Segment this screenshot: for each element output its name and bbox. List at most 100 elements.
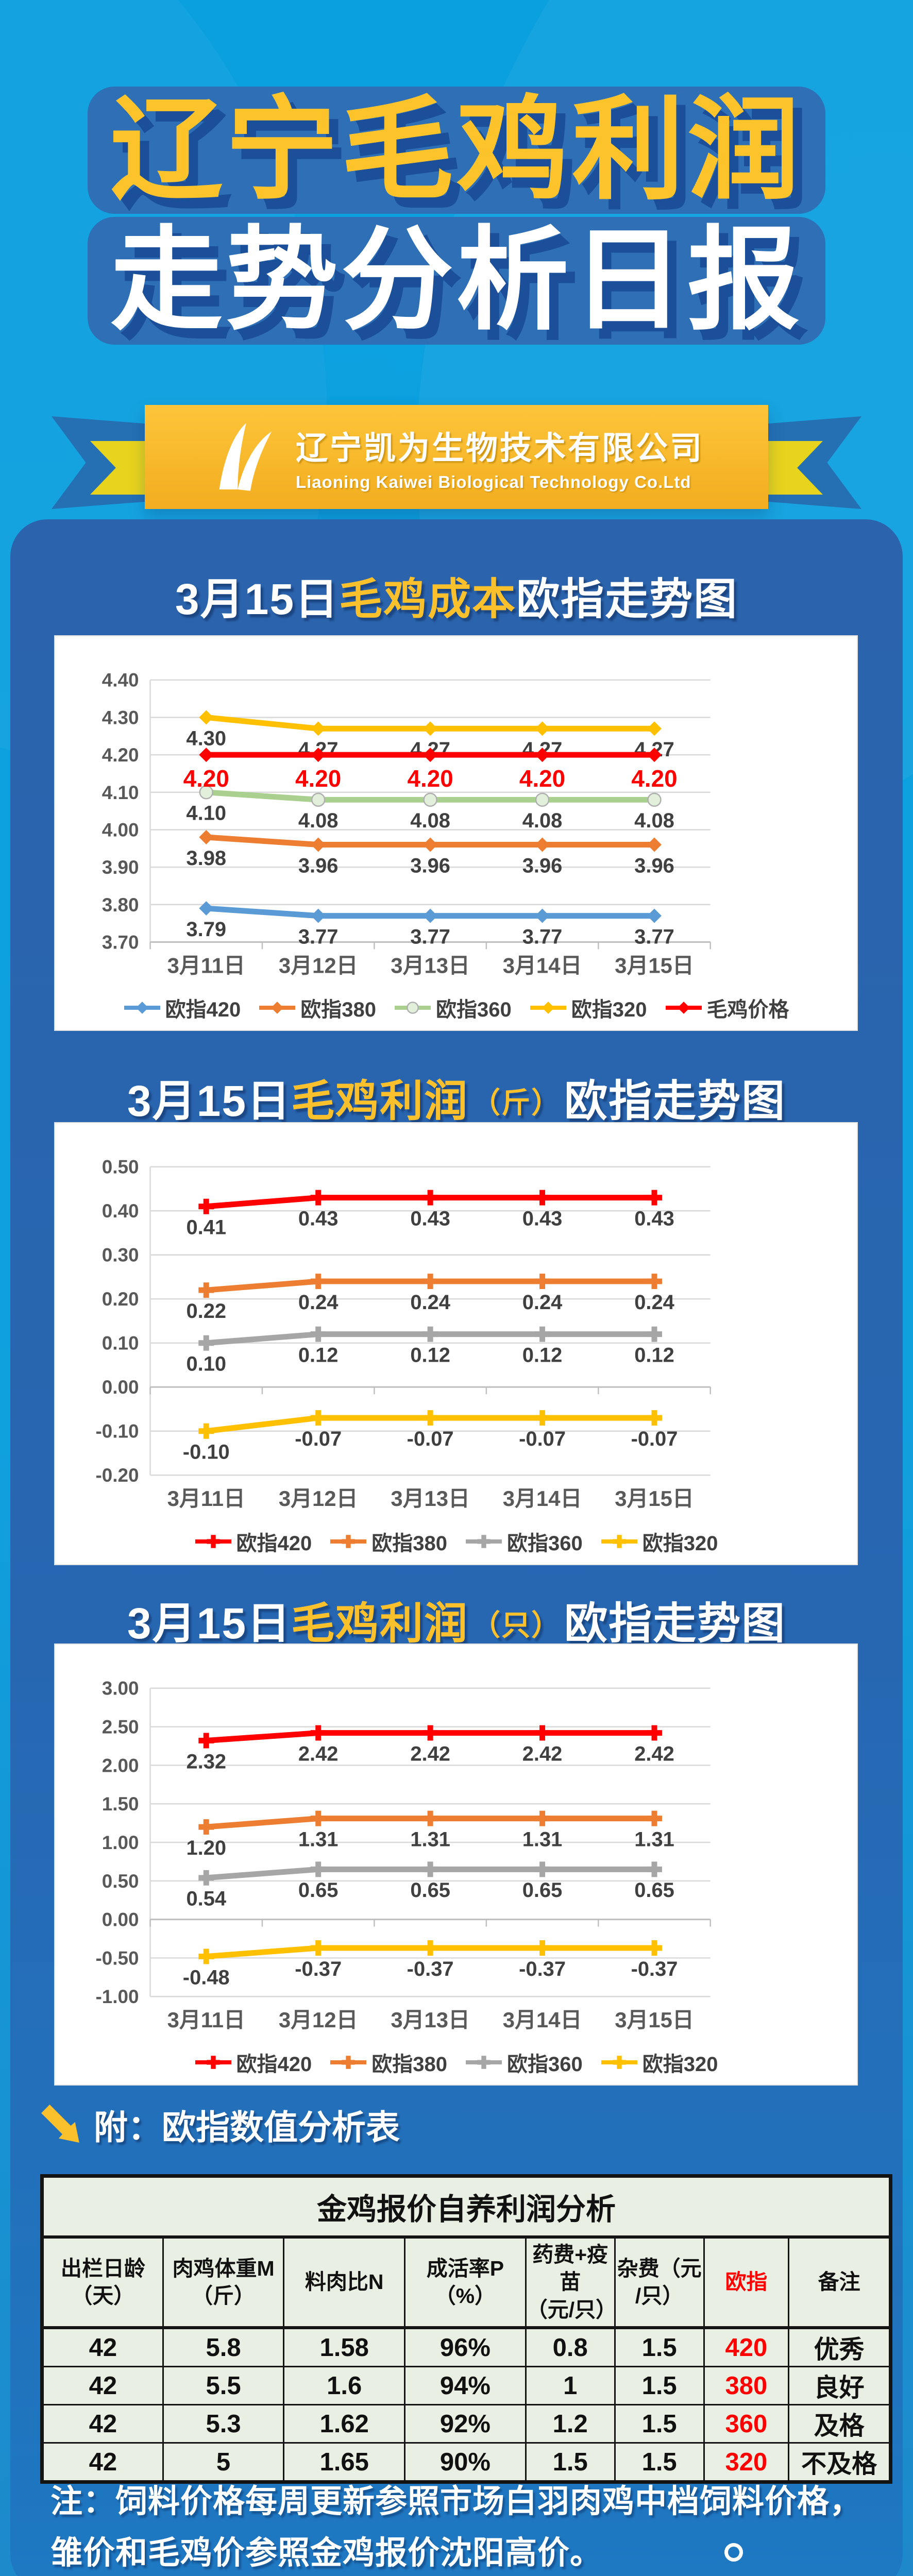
table-row: 42 5.3 1.62 92% 1.2 1.5 360 及格 bbox=[41, 2404, 891, 2444]
svg-text:-0.10: -0.10 bbox=[95, 1421, 139, 1442]
table-cell: 42 bbox=[41, 2366, 164, 2405]
svg-text:3.96: 3.96 bbox=[634, 854, 674, 877]
table-cell: 96% bbox=[404, 2327, 527, 2367]
svg-text:3月15日: 3月15日 bbox=[615, 953, 694, 977]
chart-1-legend: 欧指420 欧指380 欧指360 欧指320 毛鸡价格 bbox=[123, 986, 789, 1030]
footnote: 注：饲料价格每周更新参照市场白羽肉鸡中档饲料价格，雏价和毛鸡价参照金鸡报价沈阳高… bbox=[50, 2484, 863, 2571]
chart-3-card: 3.00 2.50 2.00 1.50 1.00 0.50 0.00 -0.50 -1.00 3月… bbox=[54, 1643, 858, 2086]
svg-text:1.31: 1.31 bbox=[410, 1828, 450, 1851]
svg-text:0.30: 0.30 bbox=[102, 1245, 139, 1266]
company-name-cn: 辽宁凯为生物技术有限公司 bbox=[295, 431, 704, 466]
chart-3-unit: （只） bbox=[471, 1609, 562, 1641]
legend-item: 欧指380 bbox=[258, 993, 376, 1023]
svg-text:0.50: 0.50 bbox=[102, 1157, 139, 1178]
table-row: 42 5 1.65 90% 1.5 1.5 320 不及格 bbox=[41, 2442, 891, 2483]
svg-text:3.96: 3.96 bbox=[410, 854, 450, 877]
chart-plot-2: 0.50 0.40 0.30 0.20 0.10 0.00 -0.10 -0.20 3月11日 3… bbox=[95, 1157, 711, 1511]
svg-text:-0.37: -0.37 bbox=[519, 1958, 566, 1980]
table-cell: 42 bbox=[41, 2442, 164, 2483]
svg-text:3月13日: 3月13日 bbox=[391, 2008, 470, 2032]
svg-text:4.20: 4.20 bbox=[631, 765, 677, 792]
svg-text:0.00: 0.00 bbox=[102, 1909, 139, 1930]
company-names: 辽宁凯为生物技术有限公司 Liaoning Kaiwei Biological … bbox=[296, 422, 704, 492]
svg-text:0.24: 0.24 bbox=[410, 1291, 450, 1314]
svg-text:-0.37: -0.37 bbox=[295, 1958, 342, 1980]
table-cell: 1.2 bbox=[525, 2404, 616, 2444]
legend-item: 欧指420 bbox=[194, 2047, 312, 2077]
table-cell: 1 bbox=[525, 2366, 616, 2405]
svg-text:0.12: 0.12 bbox=[410, 1344, 450, 1367]
legend-marker-icon bbox=[665, 1002, 702, 1014]
table-column-header: 出栏日龄 （天） bbox=[41, 2236, 164, 2329]
table-cell: 1.5 bbox=[614, 2442, 705, 2483]
table-cell: 良好 bbox=[788, 2366, 891, 2405]
legend-marker-icon bbox=[395, 1002, 431, 1014]
analysis-section-title: 附：欧指数值分析表 bbox=[94, 2108, 400, 2146]
legend-label: 毛鸡价格 bbox=[706, 998, 789, 1022]
legend-item: 毛鸡价格 bbox=[665, 993, 789, 1023]
legend-marker-icon bbox=[466, 2056, 502, 2069]
table-cell: 1.5 bbox=[525, 2442, 616, 2483]
svg-text:2.42: 2.42 bbox=[410, 1742, 450, 1765]
legend-marker-icon bbox=[330, 2056, 367, 2069]
legend-item: 欧指360 bbox=[465, 1527, 583, 1556]
legend-label: 欧指380 bbox=[371, 2053, 447, 2076]
svg-text:-0.07: -0.07 bbox=[631, 1428, 678, 1450]
table-cell: 1.5 bbox=[614, 2404, 705, 2444]
svg-text:3.98: 3.98 bbox=[186, 847, 226, 870]
svg-text:3月15日: 3月15日 bbox=[615, 2008, 694, 2032]
table-cell: 5.3 bbox=[162, 2404, 285, 2444]
legend-item: 欧指320 bbox=[600, 1527, 718, 1556]
svg-text:4.30: 4.30 bbox=[102, 707, 139, 728]
chart-2-subject: 毛鸡利润 bbox=[291, 1077, 469, 1125]
profit-analysis-table: 金鸡报价自养利润分析 出栏日龄 （天） 肉鸡体重M （斤） 料肉比N 成活率P （%）药… bbox=[40, 2174, 892, 2484]
company-logo-icon bbox=[219, 423, 272, 491]
svg-text:0.65: 0.65 bbox=[634, 1879, 674, 1902]
svg-text:3.79: 3.79 bbox=[186, 918, 226, 941]
svg-text:0.10: 0.10 bbox=[102, 1333, 139, 1354]
ring-decoration bbox=[724, 2543, 743, 2562]
chart-2-suffix: 欧指走势图 bbox=[564, 1077, 786, 1125]
chart-3-heading: 3月15日毛鸡利润 （只）欧指走势图 bbox=[10, 1589, 903, 1651]
svg-text:2.42: 2.42 bbox=[522, 1742, 563, 1765]
chart-2-unit: （斤） bbox=[471, 1087, 562, 1119]
legend-item: 欧指420 bbox=[123, 993, 241, 1023]
legend-marker-icon bbox=[259, 1002, 296, 1014]
svg-text:3.77: 3.77 bbox=[522, 925, 563, 948]
svg-text:3月15日: 3月15日 bbox=[615, 1486, 694, 1511]
svg-text:4.20: 4.20 bbox=[102, 744, 139, 766]
title-line-2: 走势分析日报 bbox=[88, 217, 825, 345]
table-cell: 42 bbox=[41, 2327, 164, 2367]
svg-text:1.00: 1.00 bbox=[102, 1832, 139, 1853]
svg-text:-0.10: -0.10 bbox=[183, 1441, 230, 1464]
chart-2-card: 0.50 0.40 0.30 0.20 0.10 0.00 -0.10 -0.20 3月11日 3… bbox=[54, 1122, 858, 1565]
svg-text:0.41: 0.41 bbox=[186, 1216, 226, 1239]
table-cell: 360 bbox=[703, 2404, 790, 2444]
svg-text:4.40: 4.40 bbox=[102, 670, 139, 691]
svg-text:-0.07: -0.07 bbox=[295, 1428, 342, 1450]
table-cell: 及格 bbox=[788, 2404, 891, 2444]
table-title: 金鸡报价自养利润分析 bbox=[41, 2175, 891, 2239]
svg-text:4.20: 4.20 bbox=[407, 765, 453, 792]
svg-text:0.24: 0.24 bbox=[634, 1291, 674, 1314]
svg-text:3.96: 3.96 bbox=[522, 854, 563, 877]
svg-text:4.20: 4.20 bbox=[519, 765, 565, 792]
chart-plot-3: 3.00 2.50 2.00 1.50 1.00 0.50 0.00 -0.50 -1.00 3月… bbox=[95, 1678, 711, 2032]
table-column-header: 成活率P （%） bbox=[404, 2236, 527, 2329]
svg-text:0.20: 0.20 bbox=[102, 1289, 139, 1310]
svg-text:4.08: 4.08 bbox=[298, 809, 339, 832]
svg-text:3.77: 3.77 bbox=[298, 925, 339, 948]
svg-text:4.08: 4.08 bbox=[634, 809, 674, 832]
legend-label: 欧指320 bbox=[571, 998, 647, 1022]
svg-text:0.65: 0.65 bbox=[298, 1879, 339, 1902]
table-cell: 90% bbox=[404, 2442, 527, 2483]
svg-text:3月12日: 3月12日 bbox=[279, 1486, 358, 1511]
table-cell: 380 bbox=[703, 2366, 790, 2405]
svg-text:0.43: 0.43 bbox=[634, 1207, 674, 1230]
svg-text:0.40: 0.40 bbox=[102, 1200, 139, 1222]
svg-text:3月12日: 3月12日 bbox=[279, 2008, 358, 2032]
legend-label: 欧指360 bbox=[507, 1532, 583, 1555]
svg-text:4.20: 4.20 bbox=[295, 765, 341, 792]
svg-text:2.50: 2.50 bbox=[102, 1717, 139, 1738]
